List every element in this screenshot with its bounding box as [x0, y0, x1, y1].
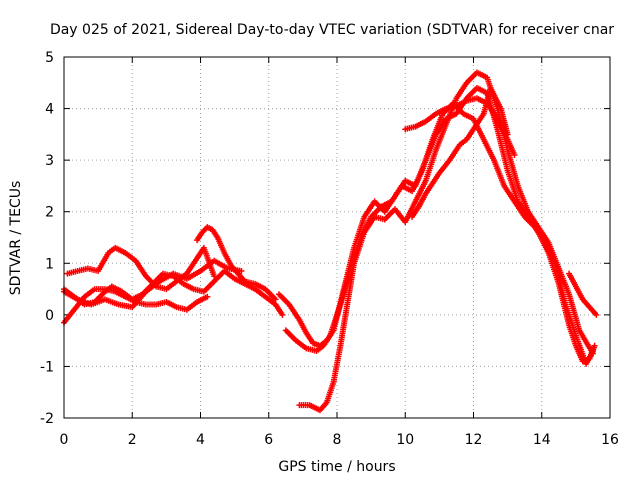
data-point	[272, 296, 279, 303]
y-tick-label: 5	[45, 50, 54, 66]
plot-frame	[63, 56, 611, 419]
y-tick-label: 0	[45, 308, 54, 324]
x-tick-label: 16	[601, 432, 619, 448]
x-tick-label: 14	[533, 432, 551, 448]
x-axis-label: GPS time / hours	[278, 459, 395, 475]
data-point	[238, 268, 245, 275]
x-tick-label: 6	[264, 432, 273, 448]
y-tick-label: -1	[40, 359, 54, 375]
x-tick-label: 12	[465, 432, 483, 448]
data-point	[204, 293, 211, 300]
series-track-8	[296, 69, 596, 414]
data-point	[211, 273, 218, 280]
x-tick-label: 0	[60, 432, 69, 448]
y-tick-label: 4	[45, 102, 54, 118]
y-tick-label: 1	[45, 256, 54, 272]
x-tick-label: 10	[396, 432, 414, 448]
chart-title: Day 025 of 2021, Sidereal Day-to-day VTE…	[50, 22, 614, 38]
y-tick-label: -2	[40, 411, 54, 427]
x-tick-label: 2	[128, 432, 137, 448]
data-point	[589, 350, 596, 357]
y-tick-label: 2	[45, 205, 54, 221]
series-track-5	[194, 224, 279, 303]
data-point	[591, 342, 598, 349]
y-tick-label: 3	[45, 153, 54, 169]
series-track-4	[64, 244, 218, 293]
data-point	[279, 311, 286, 318]
data-point	[504, 131, 511, 138]
series-track-10	[409, 84, 511, 220]
data-point	[593, 311, 600, 318]
data-points	[61, 69, 600, 414]
axis-ticks	[63, 56, 611, 419]
data-point	[511, 151, 518, 158]
y-axis-label: SDTVAR / TECUs	[8, 181, 24, 296]
x-tick-label: 4	[196, 432, 205, 448]
series-track-11	[566, 270, 600, 318]
x-tick-label: 8	[333, 432, 342, 448]
